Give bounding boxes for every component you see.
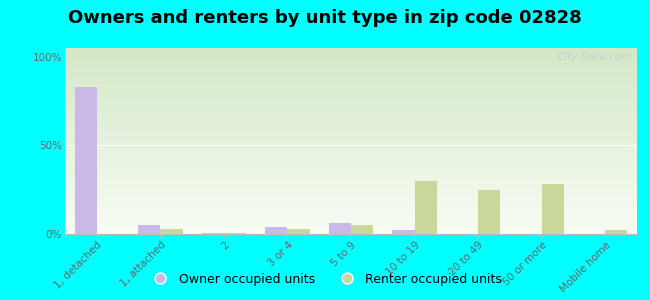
Bar: [202, 233, 224, 234]
Bar: [265, 227, 287, 234]
Bar: [541, 184, 564, 234]
Legend: Owner occupied units, Renter occupied units: Owner occupied units, Renter occupied un…: [143, 268, 507, 291]
Bar: [329, 224, 351, 234]
Bar: [605, 230, 627, 234]
Text: Owners and renters by unit type in zip code 02828: Owners and renters by unit type in zip c…: [68, 9, 582, 27]
Bar: [351, 225, 373, 234]
Bar: [287, 229, 309, 234]
Bar: [393, 230, 415, 234]
Text: City-Data.com: City-Data.com: [557, 52, 631, 62]
Bar: [478, 190, 500, 234]
Bar: [161, 229, 183, 234]
Bar: [138, 225, 161, 234]
Bar: [415, 181, 437, 234]
Bar: [75, 87, 97, 234]
Bar: [224, 233, 246, 234]
